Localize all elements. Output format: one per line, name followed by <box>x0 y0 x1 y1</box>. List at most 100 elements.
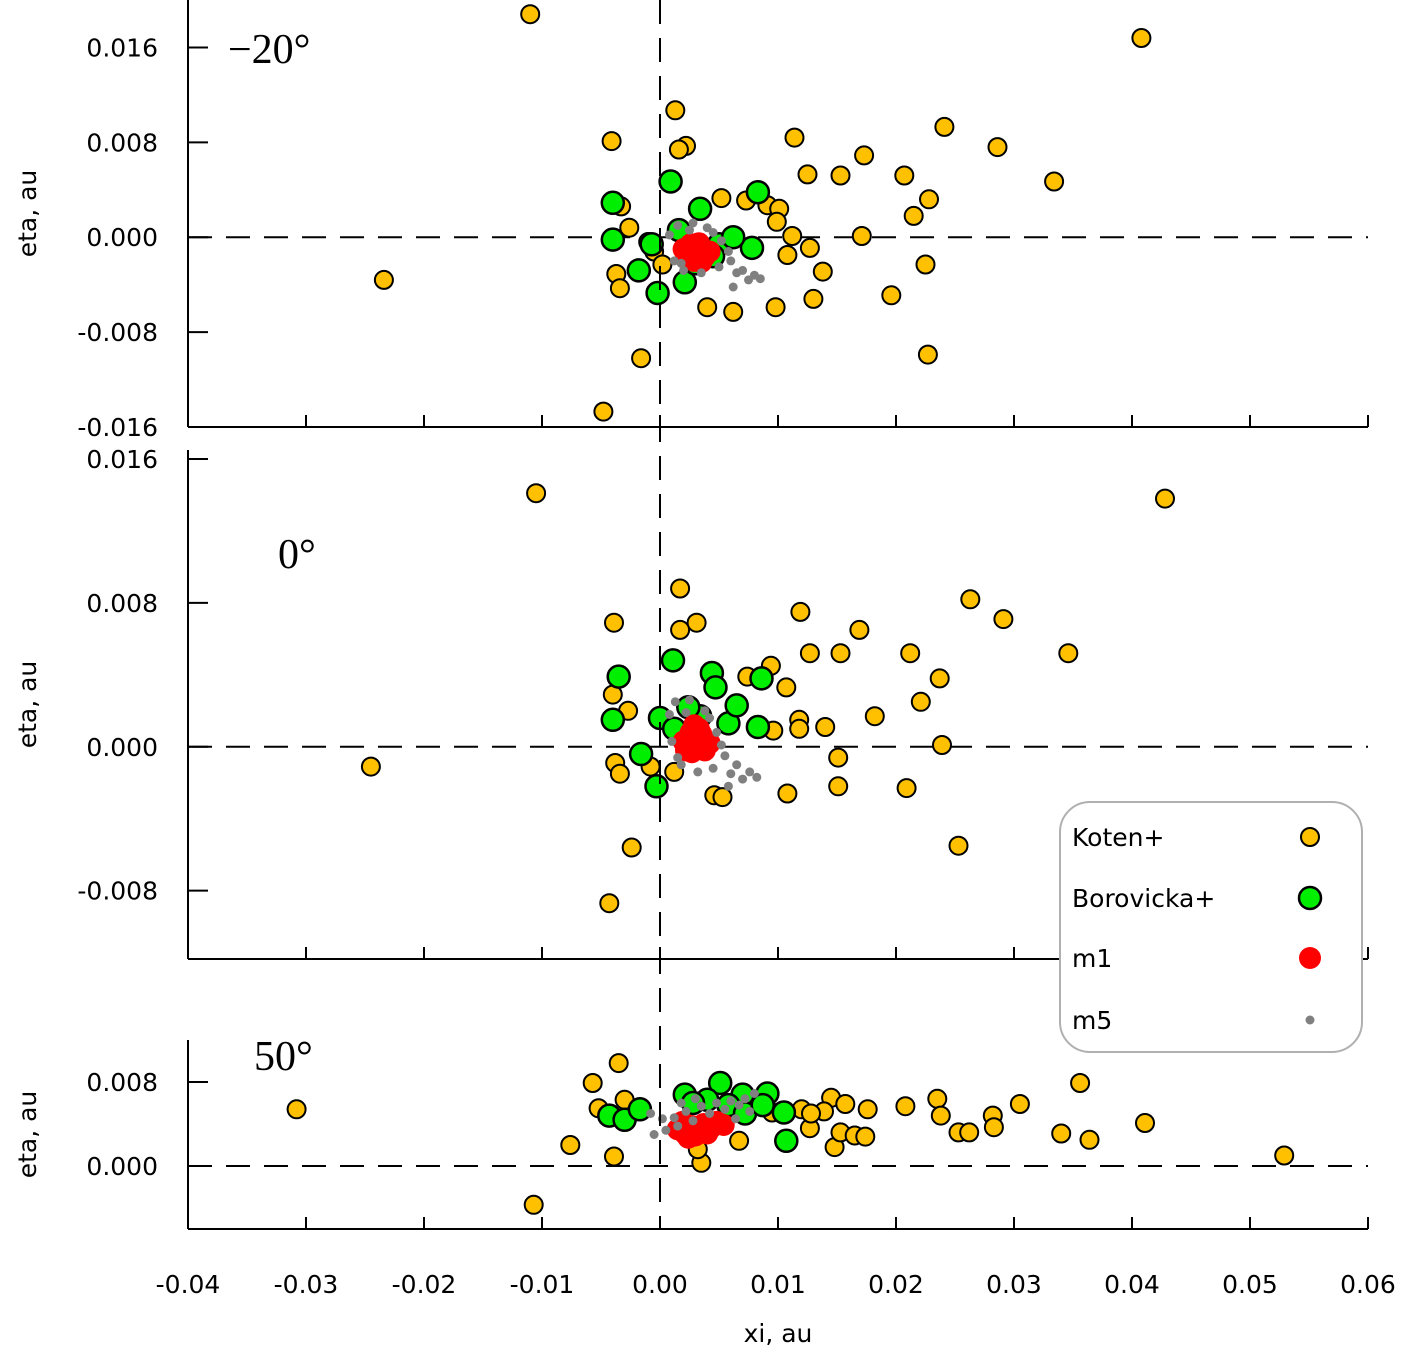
data-point <box>745 767 755 777</box>
data-point <box>745 1106 755 1116</box>
data-point <box>599 893 620 914</box>
data-point <box>700 706 710 716</box>
data-point <box>726 256 736 266</box>
data-point <box>723 247 733 256</box>
data-point <box>801 1103 821 1124</box>
series-m1 <box>672 232 721 274</box>
data-point <box>729 1130 750 1151</box>
data-point <box>881 285 902 306</box>
data-point <box>915 254 936 275</box>
data-point <box>688 218 698 228</box>
data-point <box>601 131 622 152</box>
legend-marker <box>1299 947 1321 969</box>
data-point <box>1070 1073 1091 1093</box>
y-axis-title: eta, au <box>13 1091 42 1179</box>
data-point <box>631 348 652 369</box>
data-point <box>712 787 733 808</box>
data-point <box>790 601 811 622</box>
data-point <box>676 760 686 770</box>
data-point <box>664 230 674 240</box>
data-point <box>627 1097 653 1122</box>
data-point <box>646 1109 656 1118</box>
data-point <box>705 1109 715 1118</box>
x-tick-label: -0.01 <box>510 1270 575 1299</box>
data-point <box>723 301 744 322</box>
legend-marker <box>1300 827 1320 847</box>
data-point <box>960 589 981 610</box>
data-point <box>910 691 931 712</box>
data-point <box>716 740 726 750</box>
data-point <box>673 1121 683 1131</box>
data-point <box>812 261 833 282</box>
data-point <box>714 262 724 272</box>
data-point <box>373 269 394 290</box>
y-tick-label: -0.008 <box>77 877 158 906</box>
panel-angle-label: 0° <box>278 532 316 578</box>
series-koten <box>360 483 1175 914</box>
data-point <box>712 1114 735 1136</box>
data-point <box>660 648 686 673</box>
data-point <box>681 1106 691 1116</box>
data-point <box>724 693 749 718</box>
data-point <box>932 735 952 755</box>
panel-1: -0.016 -0.008 0.000 0.008 0.016 eta, au −20° <box>13 0 1369 442</box>
data-point <box>686 612 707 633</box>
data-point <box>830 643 851 664</box>
data-point <box>739 235 765 261</box>
data-point <box>929 668 950 689</box>
data-point <box>1058 643 1079 664</box>
data-point <box>720 751 730 761</box>
y-tick-label: 0.008 <box>86 1068 158 1097</box>
data-point <box>789 718 810 739</box>
data-point <box>707 1070 733 1096</box>
data-point <box>649 1130 659 1139</box>
data-point <box>621 837 642 858</box>
panel-2: -0.008 0.000 0.008 0.016 eta, au 0° <box>13 445 1369 960</box>
data-point <box>690 1094 700 1104</box>
x-tick-label: 0.01 <box>750 1270 806 1299</box>
data-point <box>696 268 706 278</box>
data-point <box>670 697 680 707</box>
data-point <box>685 695 694 705</box>
data-point <box>784 127 805 148</box>
data-point <box>723 781 733 791</box>
data-point <box>1051 1123 1072 1144</box>
data-point <box>726 1096 736 1106</box>
data-point <box>696 1101 706 1111</box>
legend-marker <box>1297 885 1323 911</box>
y-axis-title: eta, au <box>13 661 42 749</box>
data-point <box>732 760 742 770</box>
data-point <box>803 288 824 309</box>
data-point <box>894 165 915 186</box>
y-tick-label: 0.000 <box>86 1152 158 1181</box>
data-point <box>626 258 652 283</box>
data-point <box>750 1092 775 1118</box>
data-point <box>668 139 689 160</box>
data-point <box>360 756 381 777</box>
panel-angle-label: −20° <box>228 27 310 73</box>
data-point <box>749 666 774 691</box>
data-point <box>854 145 875 166</box>
legend-box <box>1059 801 1363 1053</box>
data-point <box>726 769 736 779</box>
y-tick-label: 0.000 <box>86 223 158 252</box>
y-axis-title: eta, au <box>13 170 42 258</box>
data-point <box>738 265 748 275</box>
x-tick-label: 0.00 <box>632 1270 688 1299</box>
data-point <box>930 1105 951 1126</box>
data-point <box>600 227 626 252</box>
data-point <box>765 297 786 318</box>
data-point <box>619 217 640 238</box>
data-point <box>711 188 732 209</box>
data-point <box>286 1099 307 1120</box>
data-point <box>609 278 630 299</box>
data-point <box>697 297 718 318</box>
data-point <box>688 1116 698 1126</box>
data-point <box>738 774 748 784</box>
y-tick-label: 0.016 <box>86 33 158 62</box>
data-point <box>712 1098 722 1108</box>
data-point <box>690 251 713 274</box>
data-point <box>959 1122 980 1143</box>
